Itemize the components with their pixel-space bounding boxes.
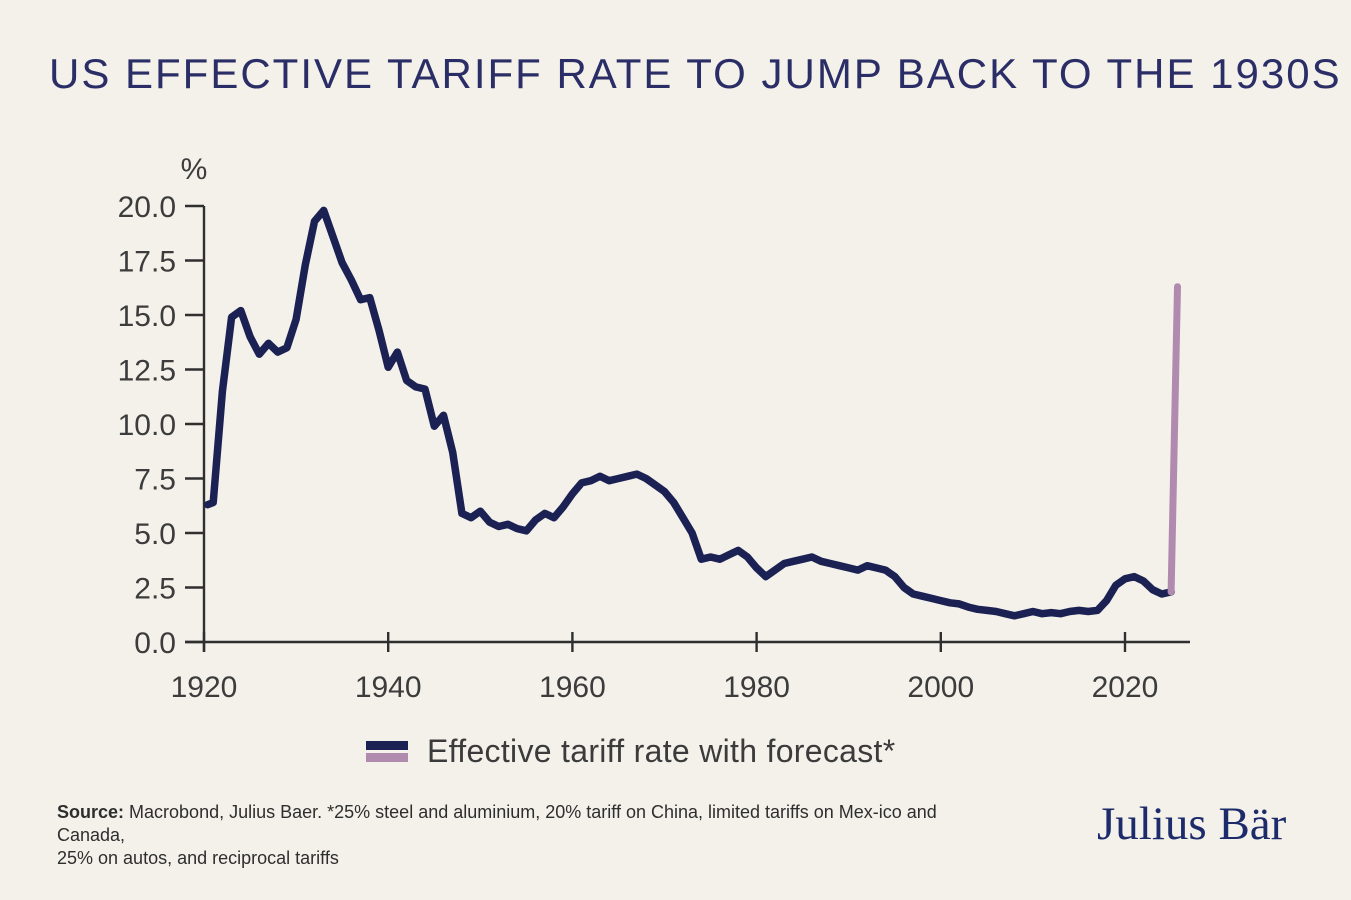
y-tick-label: 10.0 [118, 409, 176, 442]
y-tick-label: 7.5 [134, 464, 176, 497]
axes [185, 204, 1190, 652]
legend-swatch [366, 741, 408, 762]
source-line-1: Source: Macrobond, Julius Baer. *25% ste… [57, 801, 957, 847]
x-tick-label: 1980 [723, 671, 790, 704]
page-title: US EFFECTIVE TARIFF RATE TO JUMP BACK TO… [49, 50, 1342, 97]
chart-legend: Effective tariff rate with forecast* [366, 733, 896, 770]
y-tick-label: 17.5 [118, 246, 176, 279]
source-text: Macrobond, Julius Baer. *25% steel and a… [57, 802, 937, 845]
forecast-line [1167, 283, 1181, 596]
source-label: Source: [57, 802, 125, 822]
source-line-2: 25% on autos, and reciprocal tariffs [57, 848, 339, 868]
history-line-swatch-icon [366, 741, 408, 750]
x-tick-label: 1960 [539, 671, 606, 704]
x-tick-label: 2000 [907, 671, 974, 704]
tariff-rate-line [203, 206, 1175, 620]
y-tick-label: 15.0 [118, 300, 176, 333]
y-tick-label: 20.0 [118, 191, 176, 224]
y-axis-unit-label: % [181, 153, 208, 186]
forecast-line-swatch-icon [366, 753, 408, 762]
y-tick-label: 0.0 [134, 627, 176, 660]
y-tick-label: 5.0 [134, 518, 176, 551]
x-tick-label: 2020 [1092, 671, 1159, 704]
x-tick-label: 1920 [171, 671, 238, 704]
legend-label: Effective tariff rate with forecast* [427, 733, 896, 769]
source-note: Source: Macrobond, Julius Baer. *25% ste… [57, 801, 957, 870]
julius-baer-logo: Julius Bär [1097, 798, 1287, 850]
x-tick-label: 1940 [355, 671, 422, 704]
y-tick-label: 12.5 [118, 355, 176, 388]
y-tick-label: 2.5 [134, 573, 176, 606]
axis-tick-labels: 20.0 17.5 15.0 12.5 10.0 7.5 5.0 2.5 0.0 1920 1940… [118, 153, 1159, 704]
